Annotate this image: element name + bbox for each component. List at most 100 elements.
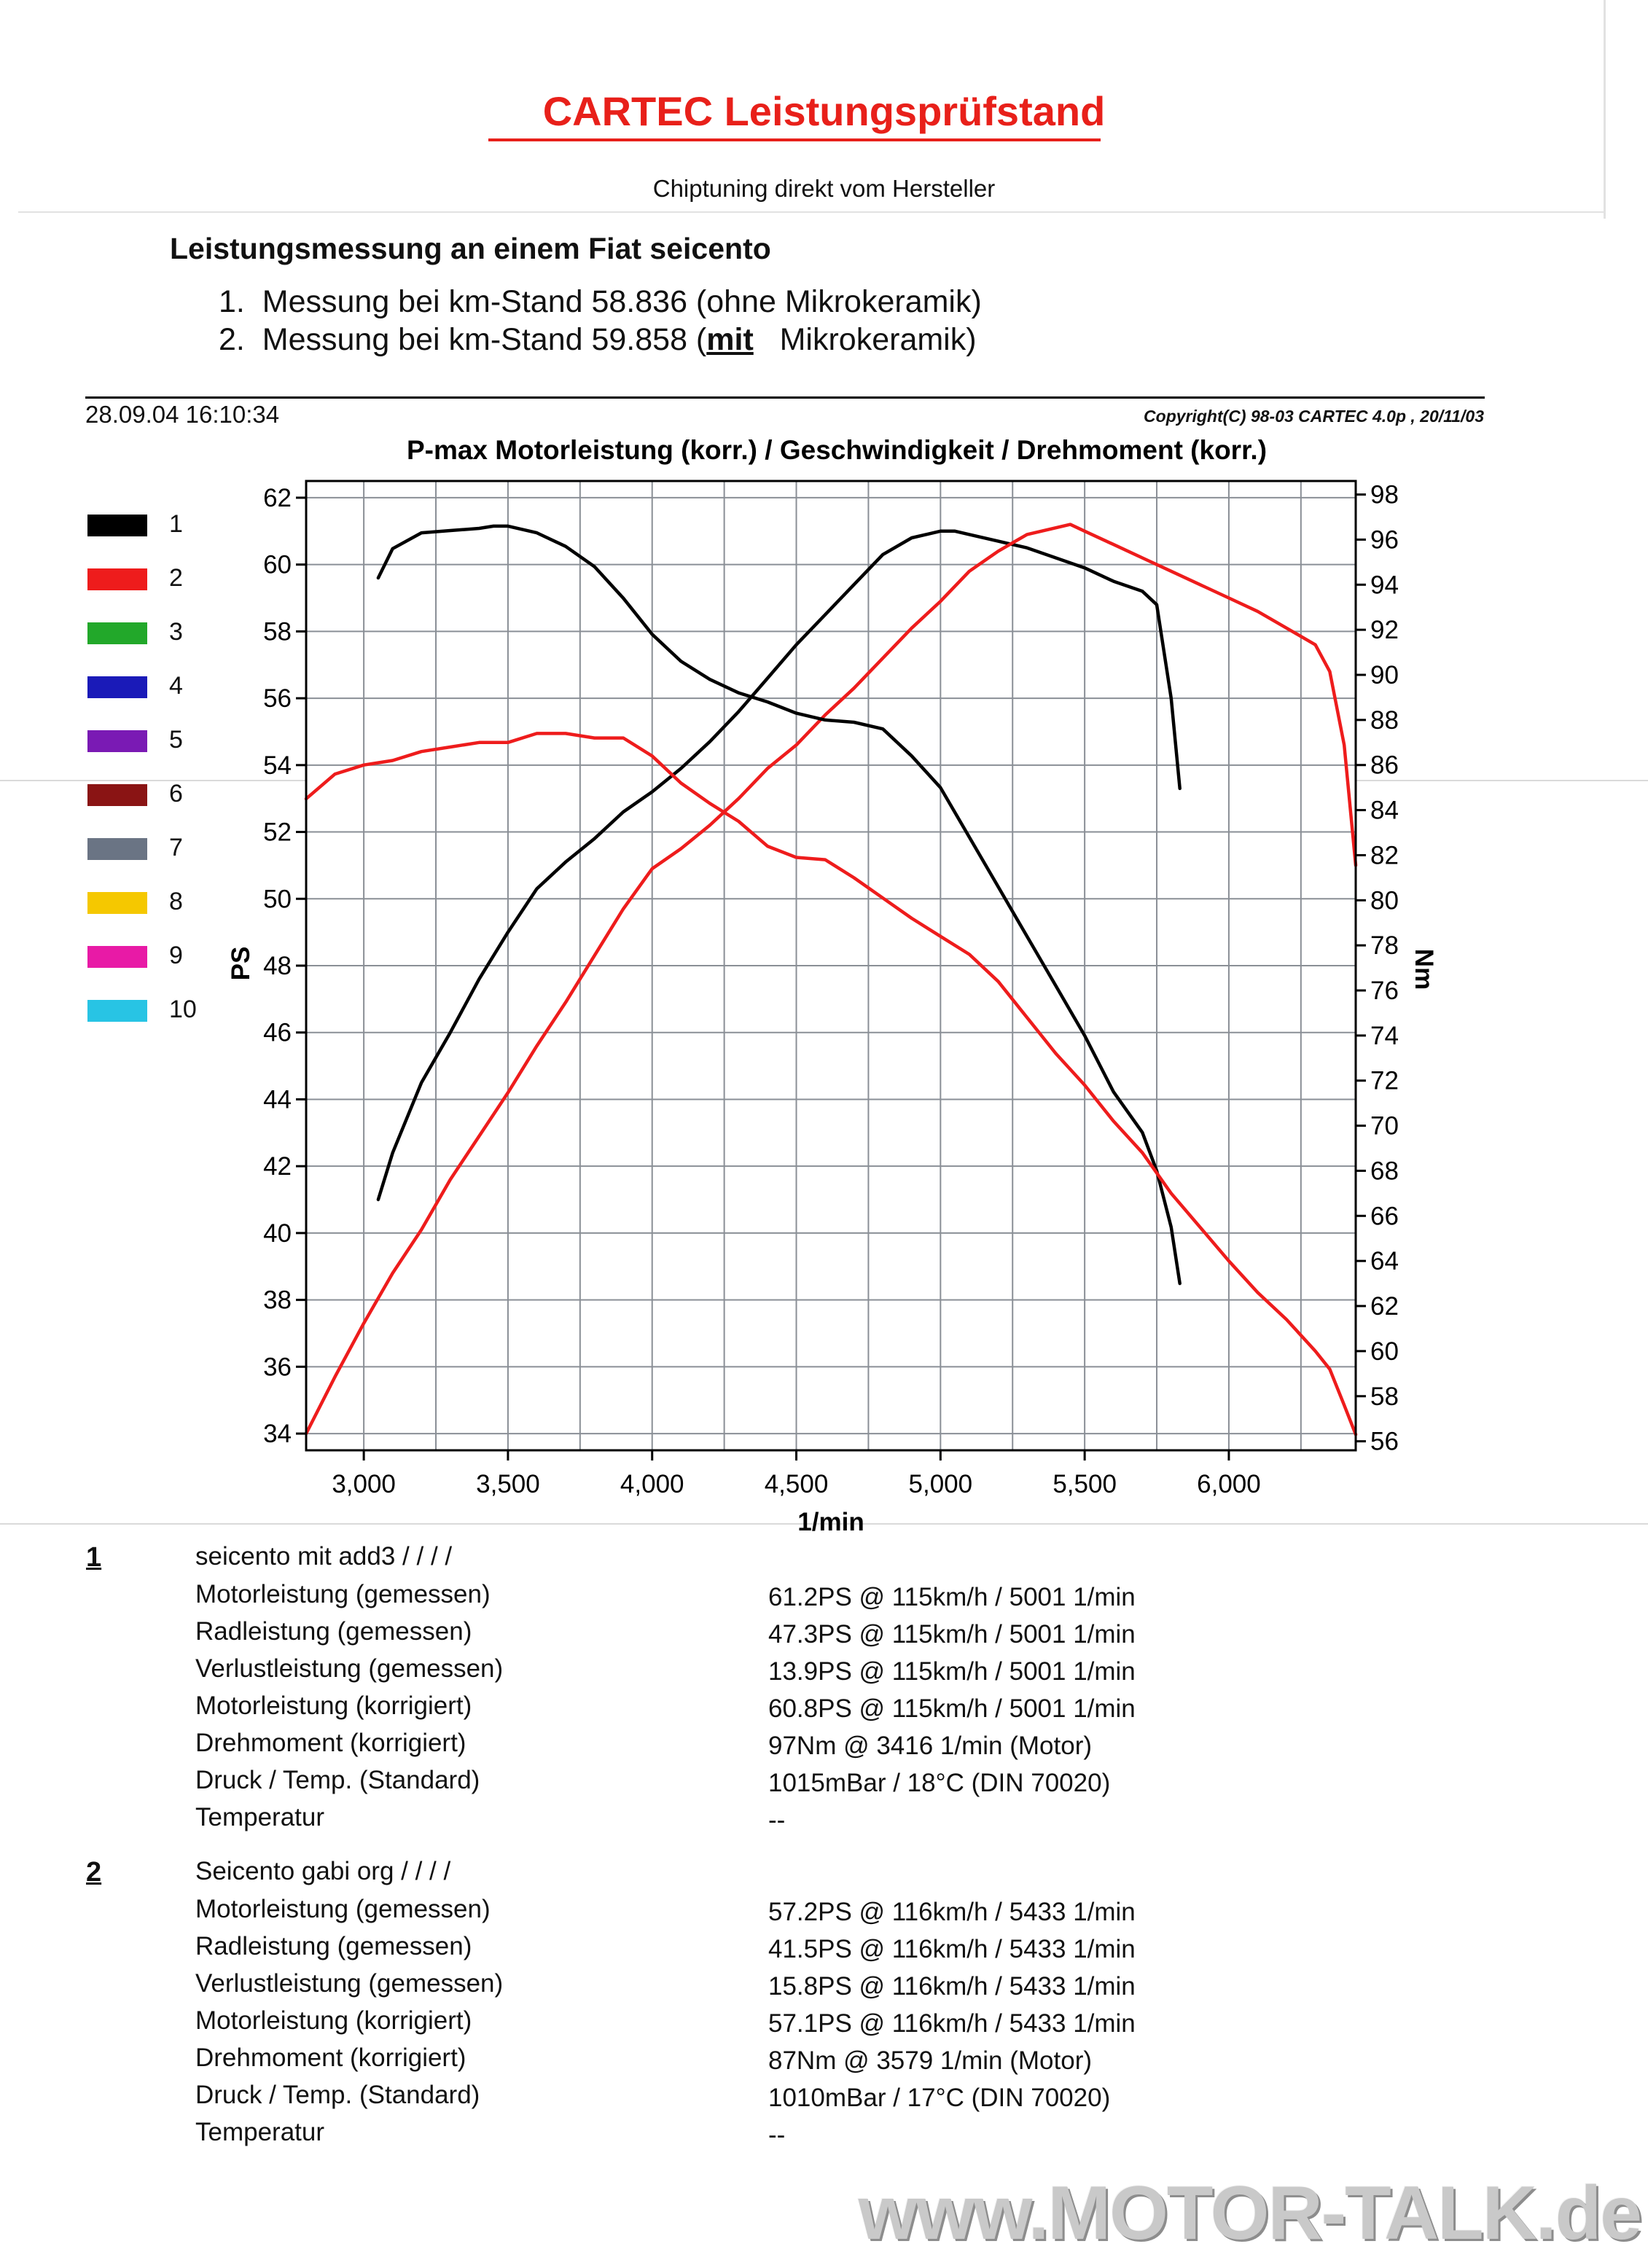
y-left-tick-label: 56 [263,684,292,713]
y-axis-label-right: Nm [1410,949,1438,990]
y-right-tick-label: 82 [1370,841,1399,869]
legend-label-4: 4 [169,672,183,700]
legend-swatch-1 [87,515,147,536]
result-label: Drehmoment (korrigiert) [195,2044,466,2072]
legend-swatch-2 [87,568,147,590]
result-value: 15.8PS @ 116km/h / 5433 1/min [768,1972,1136,2001]
y-right-tick-label: 80 [1370,886,1399,915]
series-1-power-line [376,529,1182,1202]
legend-swatch-8 [87,892,147,914]
result-value: 97Nm @ 3416 1/min (Motor) [768,1732,1093,1760]
legend-label-7: 7 [169,834,183,861]
y-right-tick-label: 90 [1370,661,1399,689]
result-value: -- [768,2121,786,2149]
result-label: Radleistung (gemessen) [195,1932,472,1960]
legend-label-10: 10 [169,996,197,1023]
y-left-tick-label: 40 [263,1219,292,1248]
legend-swatch-7 [87,838,147,860]
y-right-tick-label: 68 [1370,1157,1399,1185]
run-name: Seicento gabi org / / / / [195,1857,451,1885]
result-label: Radleistung (gemessen) [195,1617,472,1646]
measurement-item-1: 1. Messung bei km-Stand 58.836 (ohne Mik… [219,284,982,319]
legend-swatch-4 [87,676,147,698]
result-value: 47.3PS @ 115km/h / 5001 1/min [768,1620,1136,1649]
legend-label-3: 3 [169,618,183,646]
y-right-tick-label: 86 [1370,751,1399,780]
y-right-tick-label: 98 [1370,481,1399,509]
result-label: Druck / Temp. (Standard) [195,2081,480,2109]
result-label: Motorleistung (korrigiert) [195,1692,472,1720]
result-label: Drehmoment (korrigiert) [195,1729,466,1757]
y-right-tick-label: 74 [1370,1022,1399,1050]
x-tick-label: 4,000 [620,1470,684,1498]
y-left-tick-label: 58 [263,617,292,646]
run-number-1: 1 [86,1542,102,1573]
legend-label-6: 6 [169,780,183,808]
y-right-tick-label: 66 [1370,1202,1399,1230]
legend-swatch-9 [87,946,147,968]
measurement-heading: Leistungsmessung an einem Fiat seicento [170,232,771,265]
y-right-tick-label: 92 [1370,616,1399,644]
run-number-2: 2 [86,1857,102,1888]
y-right-tick-label: 58 [1370,1383,1399,1411]
y-left-tick-label: 44 [263,1085,292,1114]
y-left-tick-label: 60 [263,551,292,579]
page-subtitle: Chiptuning direkt vom Hersteller [652,175,996,202]
y-right-tick-label: 70 [1370,1112,1399,1141]
y-right-tick-label: 72 [1370,1067,1399,1095]
result-value: 60.8PS @ 115km/h / 5001 1/min [768,1694,1136,1723]
y-right-tick-label: 62 [1370,1292,1399,1321]
header-rule [85,396,1485,399]
y-right-tick-label: 96 [1370,525,1399,554]
x-tick-label: 6,000 [1197,1470,1261,1498]
legend-label-8: 8 [169,888,183,915]
result-value: 13.9PS @ 115km/h / 5001 1/min [768,1657,1136,1686]
page-title: CARTEC Leistungsprüfstand [542,88,1106,134]
run-name: seicento mit add3 / / / / [195,1542,453,1571]
watermark: www.MOTOR-TALK.de [858,2171,1642,2256]
result-label: Verlustleistung (gemessen) [195,1654,504,1683]
chart-title: P-max Motorleistung (korr.) / Geschwindi… [407,435,1267,465]
legend-swatch-5 [87,730,147,752]
legend-label-5: 5 [169,726,183,754]
page-title-underline [488,138,1101,141]
paper-fold-2 [0,1523,1648,1525]
x-tick-label: 4,500 [765,1470,829,1498]
y-left-tick-label: 52 [263,818,292,847]
result-value: -- [768,1806,786,1834]
x-tick-label: 5,000 [909,1470,973,1498]
result-value: 57.1PS @ 116km/h / 5433 1/min [768,2009,1136,2038]
y-left-tick-label: 46 [263,1019,292,1047]
legend-swatch-6 [87,784,147,806]
y-right-tick-label: 78 [1370,931,1399,960]
paper-edge-right [1604,0,1606,219]
legend-swatch-10 [87,1000,147,1022]
legend-label-1: 1 [169,510,183,538]
paper-edge-top-sheet [18,211,1604,213]
legend-label-2: 2 [169,564,183,592]
result-label: Motorleistung (gemessen) [195,1580,491,1608]
legend-swatch-3 [87,622,147,644]
result-label: Temperatur [195,2118,325,2146]
series-2-torque-line [304,732,1358,1436]
emphasis-mit: mit [706,322,754,357]
y-right-tick-label: 60 [1370,1337,1399,1366]
result-label: Motorleistung (korrigiert) [195,2006,472,2035]
y-right-tick-label: 84 [1370,797,1399,825]
measurement-item-2: 2. Messung bei km-Stand 59.858 (mit Mikr… [219,322,977,357]
y-left-tick-label: 50 [263,885,292,913]
y-axis-label-left: PS [227,947,255,981]
dyno-chart: P-max Motorleistung (korr.) / Geschwindi… [227,435,1438,1536]
y-right-tick-label: 64 [1370,1247,1399,1275]
y-right-tick-label: 56 [1370,1428,1399,1456]
result-label: Verlustleistung (gemessen) [195,1969,504,1998]
y-right-tick-label: 88 [1370,706,1399,735]
result-label: Druck / Temp. (Standard) [195,1766,480,1794]
result-label: Motorleistung (gemessen) [195,1895,491,1923]
result-value: 41.5PS @ 116km/h / 5433 1/min [768,1935,1136,1963]
result-value: 61.2PS @ 115km/h / 5001 1/min [768,1583,1136,1611]
y-left-tick-label: 54 [263,751,292,780]
y-left-tick-label: 34 [263,1420,292,1448]
series-2-power-line [304,523,1358,1436]
result-value: 87Nm @ 3579 1/min (Motor) [768,2046,1093,2075]
